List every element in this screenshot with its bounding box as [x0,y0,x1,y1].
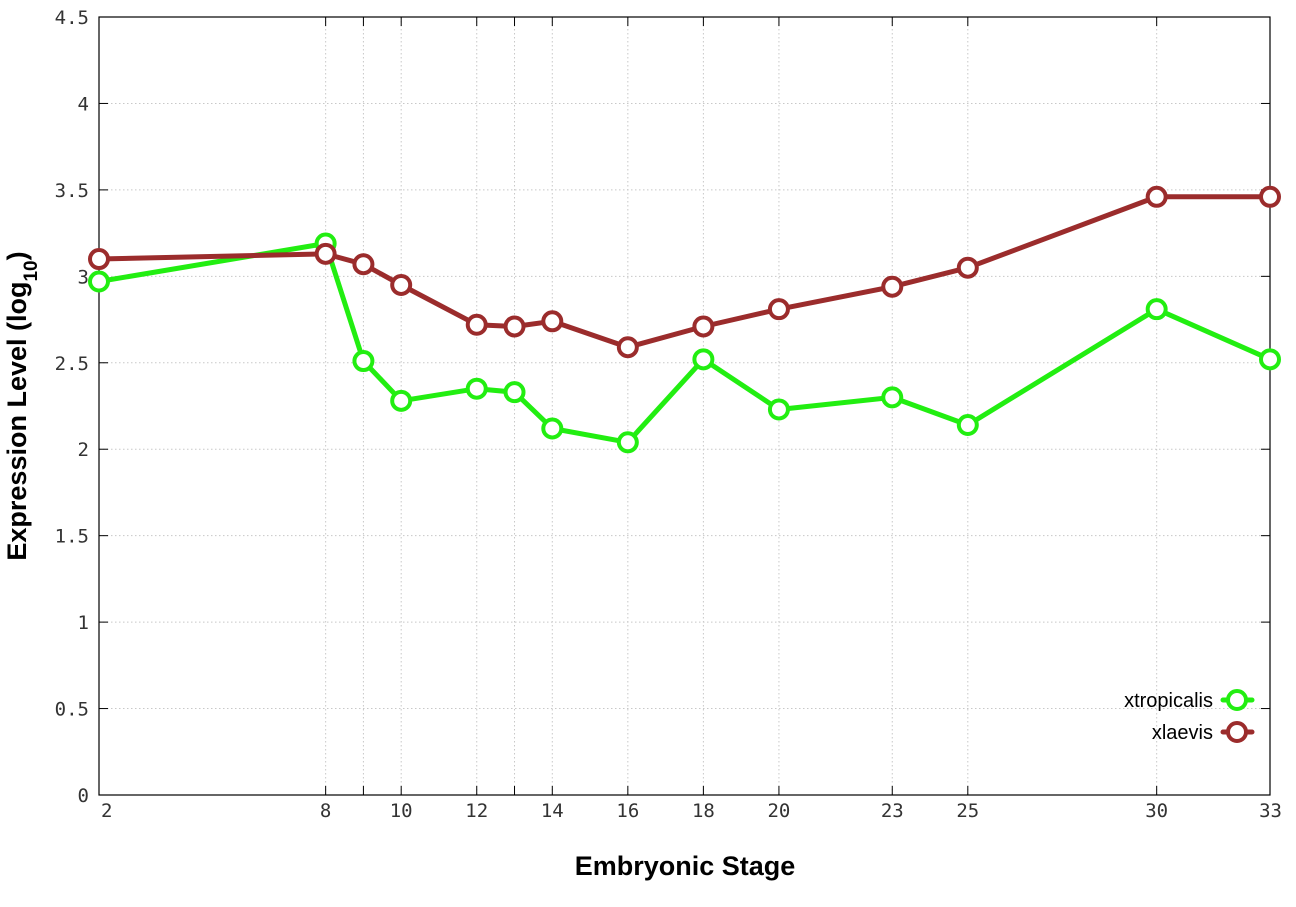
x-tick-label: 2 [101,800,112,822]
data-point-xlaevis [314,242,337,265]
data-point-xtropicalis [88,270,110,293]
data-point-xlaevis [1259,185,1281,208]
x-tick-label: 20 [767,800,790,822]
y-tick-label: 1.5 [55,526,89,548]
series-group [88,185,1281,454]
data-point-xtropicalis [692,348,715,371]
data-point-xtropicalis [390,389,413,412]
data-point-xlaevis [541,310,564,333]
legend-swatch-marker [1226,721,1248,743]
y-axis-title: Expression Level (log10) [2,251,42,560]
y-axis-title-main: Expression Level (log [2,282,32,561]
x-tick-label: 30 [1145,800,1168,822]
data-point-xtropicalis [616,431,639,454]
y-tick-label: 0.5 [55,699,89,721]
data-point-xlaevis [88,248,110,271]
data-point-xtropicalis [956,414,979,437]
data-point-xlaevis [767,298,790,321]
data-point-xtropicalis [503,381,526,404]
x-tick-label: 18 [692,800,715,822]
x-tick-label: 12 [465,800,488,822]
legend-label: xlaevis [1152,722,1213,744]
data-point-xlaevis [692,315,715,338]
x-tick-label: 10 [390,800,413,822]
data-point-xlaevis [390,273,413,296]
data-point-xlaevis [881,275,904,298]
series-line-xlaevis [96,194,1273,350]
data-point-xlaevis [616,336,639,359]
y-tick-label: 3 [78,266,89,288]
x-tick-label: 16 [616,800,639,822]
y-tick-label: 2 [78,439,89,461]
data-point-xtropicalis [767,398,790,421]
legend-label: xtropicalis [1124,690,1213,712]
y-tick-label: 2.5 [55,353,89,375]
data-point-xtropicalis [465,377,488,400]
x-axis-title: Embryonic Stage [575,851,796,881]
x-tick-label: 23 [881,800,904,822]
data-point-xlaevis [956,256,979,279]
data-point-xlaevis [465,313,488,336]
data-point-xlaevis [503,315,526,338]
y-axis-title-subscript: 10 [21,260,42,281]
data-point-xtropicalis [541,417,564,440]
x-tick-label: 33 [1259,800,1282,822]
y-tick-label: 3.5 [55,180,89,202]
data-point-xtropicalis [881,386,904,409]
data-point-xlaevis [1145,185,1168,208]
axis-ticks: 0 0.5 1 1.5 2 2.5 3 3.5 4 4.5 2 8 10 12 14 16 18 20 23 25 30… [55,7,1282,822]
x-tick-label: 8 [320,800,331,822]
legend-swatch-marker [1226,689,1248,711]
data-point-xtropicalis [1145,298,1168,321]
grid [99,17,1270,795]
x-tick-label: 25 [956,800,979,822]
data-point-xtropicalis [352,350,375,373]
y-tick-label: 1 [78,612,89,634]
data-point-xtropicalis [1259,348,1281,371]
x-tick-label: 14 [541,800,564,822]
y-tick-label: 4.5 [55,7,89,29]
plot-frame [98,16,1271,796]
data-point-xlaevis [352,253,375,276]
series-line-xtropicalis [96,241,1273,445]
y-axis-title-end: ) [2,251,32,260]
y-tick-label: 4 [78,93,89,115]
y-tick-label: 0 [78,785,89,807]
legend: xtropicalis xlaevis [1124,689,1255,744]
